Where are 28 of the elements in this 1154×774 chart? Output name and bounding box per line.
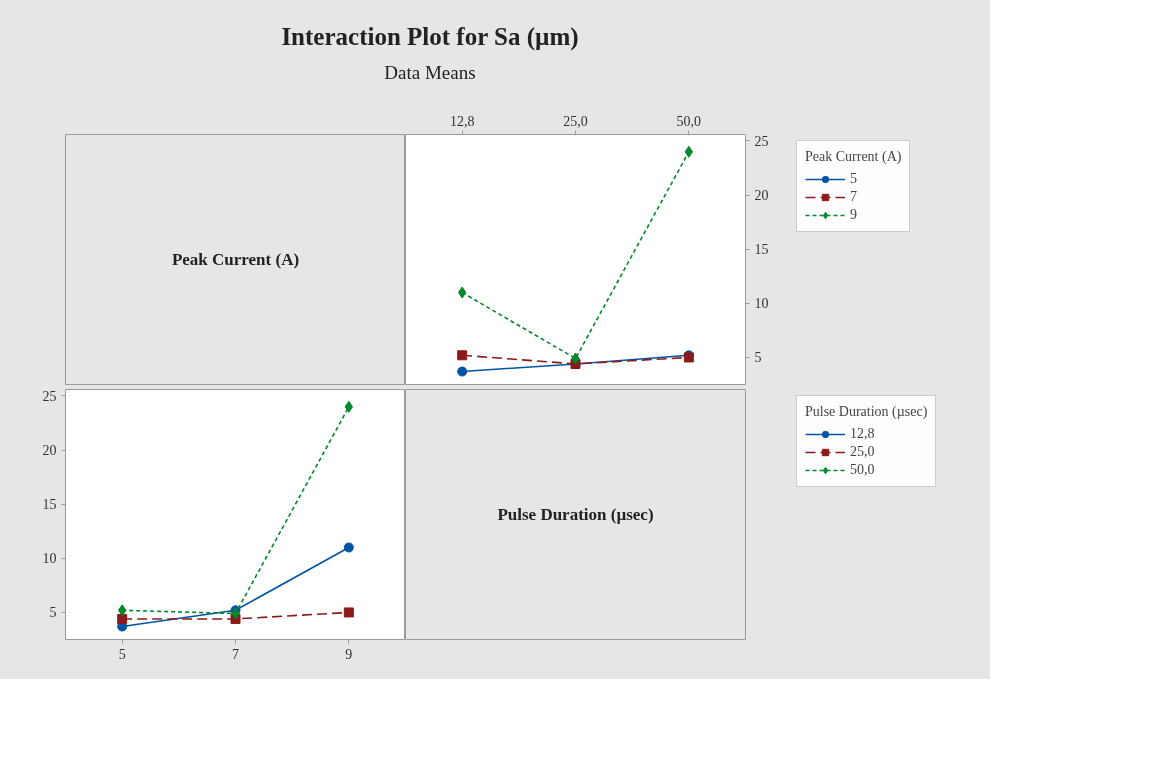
legend-label: 5	[850, 171, 858, 187]
x-tick-label: 50,0	[676, 113, 702, 129]
text: Peak Current (A)	[171, 250, 300, 269]
text: Pulse Duration (µsec)	[497, 505, 654, 524]
x-tick-label: 12,8	[449, 113, 475, 129]
x-tick-label: 9	[345, 646, 353, 662]
y-tick-label: 25	[754, 133, 769, 149]
y-tick-label: 20	[754, 188, 769, 204]
legend-label: 7	[850, 189, 858, 205]
y-tick-label: 20	[42, 443, 57, 459]
y-tick-label: 10	[754, 296, 769, 312]
y-tick-label: 5	[49, 605, 57, 621]
legend-label: 9	[850, 207, 858, 223]
y-tick-label: 10	[42, 551, 57, 567]
x-tick-label: 7	[232, 646, 239, 662]
legend-label: 50,0	[850, 462, 875, 478]
x-tick-label: 5	[118, 646, 126, 662]
y-tick-label: 15	[42, 497, 57, 513]
text: Interaction Plot for Sa (µm)	[280, 22, 580, 53]
legend-label: 25,0	[850, 444, 875, 460]
legend-title: Peak Current (A)	[805, 149, 902, 165]
text: Data Means	[383, 60, 477, 85]
x-tick-label: 25,0	[563, 113, 588, 129]
legend-label: 12,8	[850, 426, 875, 442]
y-tick-label: 5	[754, 350, 762, 366]
legend-title: Pulse Duration (µsec)	[805, 404, 928, 420]
y-tick-label: 15	[754, 242, 769, 258]
y-tick-label: 25	[42, 388, 57, 404]
